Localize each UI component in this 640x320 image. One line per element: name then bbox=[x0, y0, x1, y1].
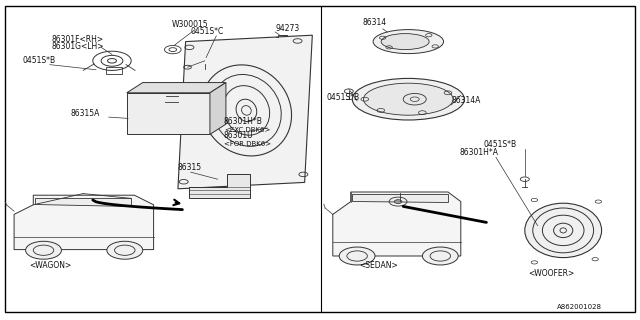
Text: 86314A: 86314A bbox=[451, 96, 481, 105]
Polygon shape bbox=[189, 174, 250, 198]
Text: <EXC.DBK6>: <EXC.DBK6> bbox=[224, 127, 270, 133]
Polygon shape bbox=[14, 195, 154, 250]
Polygon shape bbox=[127, 83, 226, 93]
Text: 86315A: 86315A bbox=[70, 109, 100, 118]
Ellipse shape bbox=[352, 78, 465, 120]
Text: <WOOFER>: <WOOFER> bbox=[528, 269, 574, 278]
Text: 86301G<LH>: 86301G<LH> bbox=[51, 42, 104, 51]
Ellipse shape bbox=[381, 34, 429, 50]
Text: A862001028: A862001028 bbox=[557, 304, 602, 310]
Polygon shape bbox=[352, 194, 448, 202]
Text: 0451S*B: 0451S*B bbox=[22, 56, 56, 65]
Text: W300015: W300015 bbox=[172, 20, 208, 29]
Text: 86301U: 86301U bbox=[224, 131, 253, 140]
Text: <SEDAN>: <SEDAN> bbox=[360, 261, 399, 270]
Polygon shape bbox=[333, 192, 461, 256]
Circle shape bbox=[394, 200, 402, 204]
Circle shape bbox=[339, 247, 375, 265]
Text: 86315: 86315 bbox=[178, 163, 202, 172]
Polygon shape bbox=[35, 198, 131, 206]
Text: 0451S*C: 0451S*C bbox=[191, 27, 224, 36]
Text: <WAGON>: <WAGON> bbox=[29, 261, 71, 270]
Text: 86301F<RH>: 86301F<RH> bbox=[51, 35, 103, 44]
Text: 86301H*A: 86301H*A bbox=[460, 148, 499, 157]
Text: 86314: 86314 bbox=[363, 18, 387, 27]
Circle shape bbox=[26, 241, 61, 259]
Ellipse shape bbox=[525, 203, 602, 258]
Text: 86301H*B: 86301H*B bbox=[224, 117, 263, 126]
Text: <FOR DBK6>: <FOR DBK6> bbox=[224, 140, 271, 147]
Polygon shape bbox=[127, 93, 210, 134]
Ellipse shape bbox=[373, 30, 444, 53]
Circle shape bbox=[422, 247, 458, 265]
Polygon shape bbox=[178, 35, 312, 189]
Polygon shape bbox=[210, 83, 226, 134]
Ellipse shape bbox=[364, 83, 453, 115]
Polygon shape bbox=[278, 35, 287, 40]
Text: 0451S*B: 0451S*B bbox=[326, 93, 360, 102]
Text: 0451S*B: 0451S*B bbox=[483, 140, 516, 149]
Circle shape bbox=[107, 241, 143, 259]
Text: 94273: 94273 bbox=[275, 24, 300, 33]
